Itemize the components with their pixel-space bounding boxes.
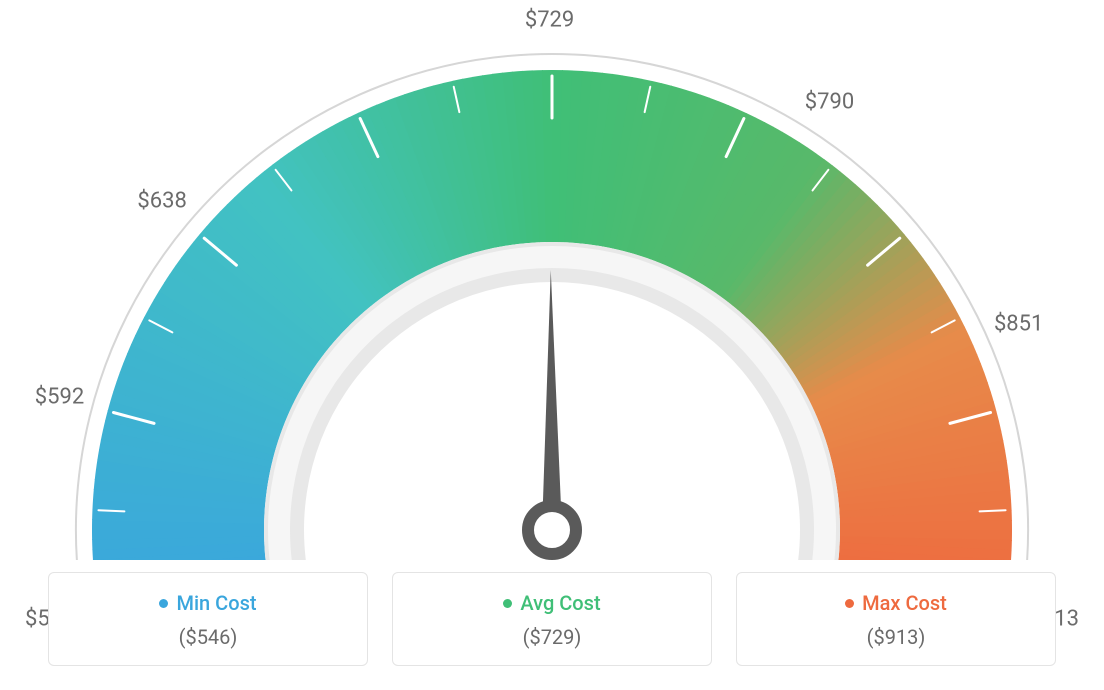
legend-title-min: Min Cost: [159, 591, 256, 615]
gauge-tick-label: $592: [35, 385, 84, 410]
legend-value-min: ($546): [49, 625, 367, 649]
legend-value-max: ($913): [737, 625, 1055, 649]
legend-label-max: Max Cost: [862, 591, 947, 615]
legend-title-avg: Avg Cost: [503, 591, 600, 615]
gauge-svg: [32, 20, 1072, 560]
legend-dot-max: [845, 599, 854, 608]
legend-label-min: Min Cost: [176, 591, 256, 615]
legend-card-min: Min Cost ($546): [48, 572, 368, 666]
legend-label-avg: Avg Cost: [520, 591, 600, 615]
legend-card-avg: Avg Cost ($729): [392, 572, 712, 666]
gauge-tick-label: $790: [805, 90, 854, 115]
gauge-tick-label: $729: [525, 8, 574, 33]
gauge-tick-label: $638: [137, 189, 186, 214]
legend-dot-avg: [503, 599, 512, 608]
legend-value-avg: ($729): [393, 625, 711, 649]
cost-gauge: $546$592$638$729$790$851$913: [32, 20, 1072, 560]
legend-row: Min Cost ($546) Avg Cost ($729) Max Cost…: [48, 572, 1056, 666]
legend-dot-min: [159, 599, 168, 608]
gauge-tick-label: $851: [994, 312, 1043, 337]
legend-title-max: Max Cost: [845, 591, 947, 615]
legend-card-max: Max Cost ($913): [736, 572, 1056, 666]
